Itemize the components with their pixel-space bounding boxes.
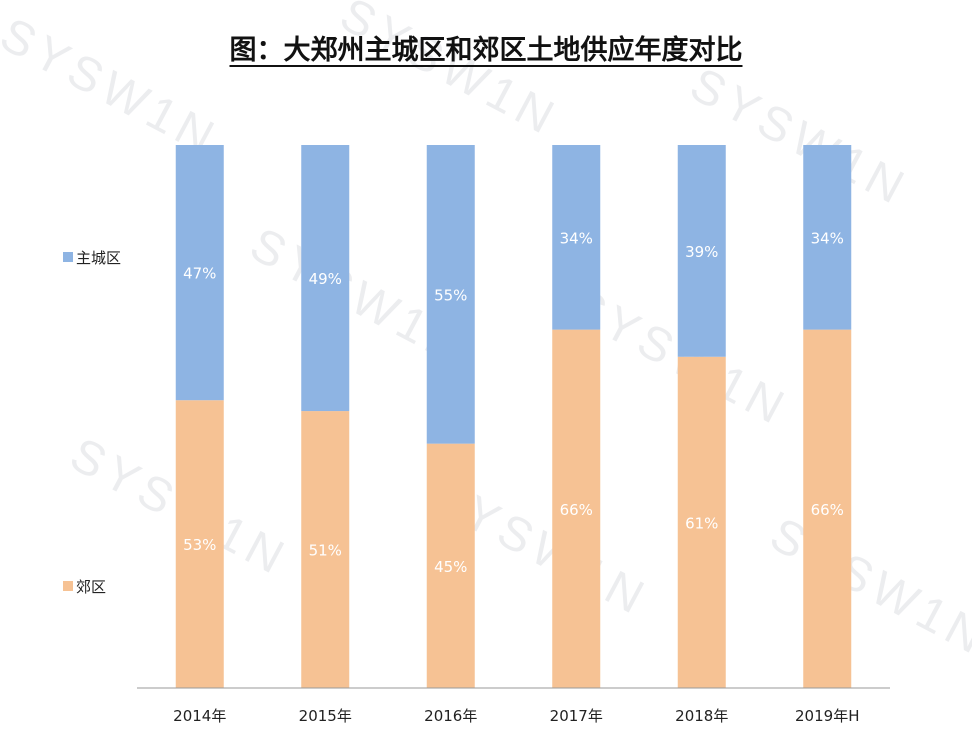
data-label-suburb-1: 51% <box>309 542 342 560</box>
x-tick-label-2: 2016年 <box>424 707 477 725</box>
legend-label-main-district: 主城区 <box>76 249 121 267</box>
bar-suburb-4 <box>677 356 726 688</box>
bar-main-district-3 <box>552 145 601 330</box>
data-label-main-district-4: 39% <box>685 243 718 261</box>
data-label-main-district-3: 34% <box>560 229 593 247</box>
legend-label-suburb: 郊区 <box>76 578 106 596</box>
data-label-suburb-5: 66% <box>811 501 844 519</box>
bar-suburb-5 <box>803 329 852 688</box>
data-label-suburb-3: 66% <box>560 501 593 519</box>
data-label-main-district-1: 49% <box>309 270 342 288</box>
bar-main-district-5 <box>803 145 852 330</box>
bar-suburb-1 <box>301 411 350 688</box>
legend-swatch-main-district <box>63 252 73 262</box>
chart-title: 图：大郑州主城区和郊区土地供应年度对比 <box>0 28 972 67</box>
data-label-main-district-5: 34% <box>811 229 844 247</box>
bar-suburb-3 <box>552 329 601 688</box>
data-label-main-district-0: 47% <box>183 265 216 283</box>
data-label-suburb-2: 45% <box>434 558 467 576</box>
x-tick-label-0: 2014年 <box>173 707 226 725</box>
x-tick-label-4: 2018年 <box>675 707 728 725</box>
bar-suburb-2 <box>426 443 475 688</box>
bar-suburb-0 <box>175 400 224 688</box>
data-label-suburb-0: 53% <box>183 536 216 554</box>
chart-title-text: 图：大郑州主城区和郊区土地供应年度对比 <box>229 35 743 66</box>
data-label-suburb-4: 61% <box>685 514 718 532</box>
x-tick-label-3: 2017年 <box>550 707 603 725</box>
x-tick-label-5: 2019年H <box>795 707 859 725</box>
legend-swatch-suburb <box>63 581 73 591</box>
data-label-main-district-2: 55% <box>434 286 467 304</box>
bar-main-district-4 <box>677 145 726 357</box>
bar-main-district-1 <box>301 145 350 412</box>
x-tick-label-1: 2015年 <box>299 707 352 725</box>
bar-main-district-2 <box>426 145 475 444</box>
bar-main-district-0 <box>175 145 224 401</box>
